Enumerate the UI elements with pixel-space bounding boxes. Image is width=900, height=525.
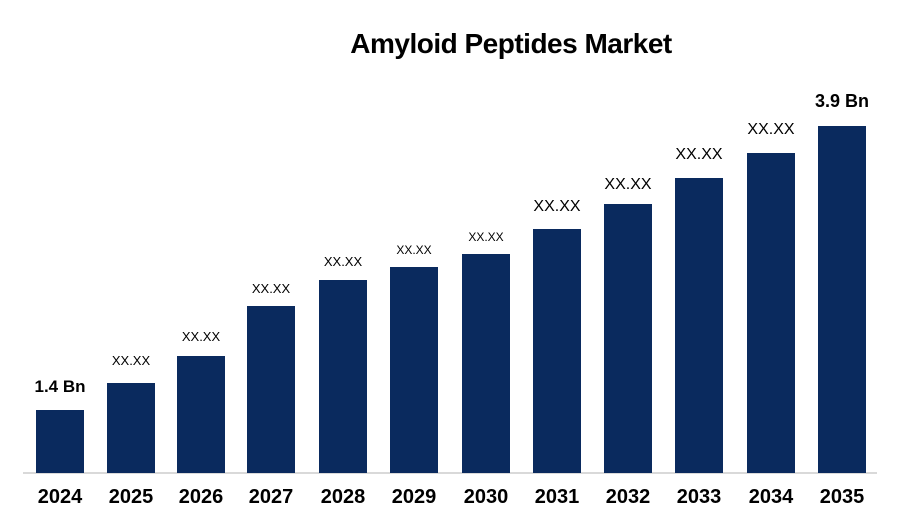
bar-value-label: XX.XX: [533, 198, 581, 215]
bar-value-label: XX.XX: [675, 146, 723, 163]
x-axis-tick-label: 2029: [391, 486, 437, 508]
bar-value-label: XX.XX: [323, 254, 363, 269]
bar: [533, 229, 581, 473]
x-axis-tick-label: 2030: [463, 486, 509, 508]
chart-title: Amyloid Peptides Market: [350, 28, 672, 59]
x-axis-line: [23, 472, 877, 474]
x-axis-tick-label: 2034: [748, 486, 794, 508]
x-axis-tick-label: 2035: [819, 486, 865, 508]
bar-value-label: 1.4 Bn: [34, 377, 86, 396]
bar: [604, 204, 652, 473]
x-axis-tick-label: 2028: [320, 486, 366, 508]
x-axis-tick-label: 2027: [248, 486, 294, 508]
bar-value-label: XX.XX: [747, 121, 795, 138]
bar: [247, 306, 295, 473]
bar-value-label: XX.XX: [468, 230, 504, 244]
bar-value-label: XX.XX: [251, 281, 291, 296]
bar-value-label: XX.XX: [604, 176, 652, 193]
bar: [390, 267, 438, 473]
bar: [818, 126, 866, 473]
bar: [177, 356, 225, 473]
bar: [319, 280, 367, 473]
x-axis-tick-label: 2024: [37, 486, 83, 508]
bar: [747, 153, 795, 473]
bar-value-label: XX.XX: [111, 353, 151, 368]
x-axis-tick-label: 2025: [108, 486, 154, 508]
x-axis-tick-label: 2031: [534, 486, 580, 508]
x-axis-tick-label: 2032: [605, 486, 651, 508]
bar-value-label: 3.9 Bn: [814, 91, 870, 111]
bar: [36, 410, 84, 473]
bar: [675, 178, 723, 473]
x-axis-tick-label: 2026: [178, 486, 224, 508]
bar: [462, 254, 510, 473]
bar-value-label: XX.XX: [181, 329, 221, 344]
bar-value-label: XX.XX: [396, 243, 432, 257]
x-axis-tick-label: 2033: [676, 486, 722, 508]
bar: [107, 383, 155, 473]
